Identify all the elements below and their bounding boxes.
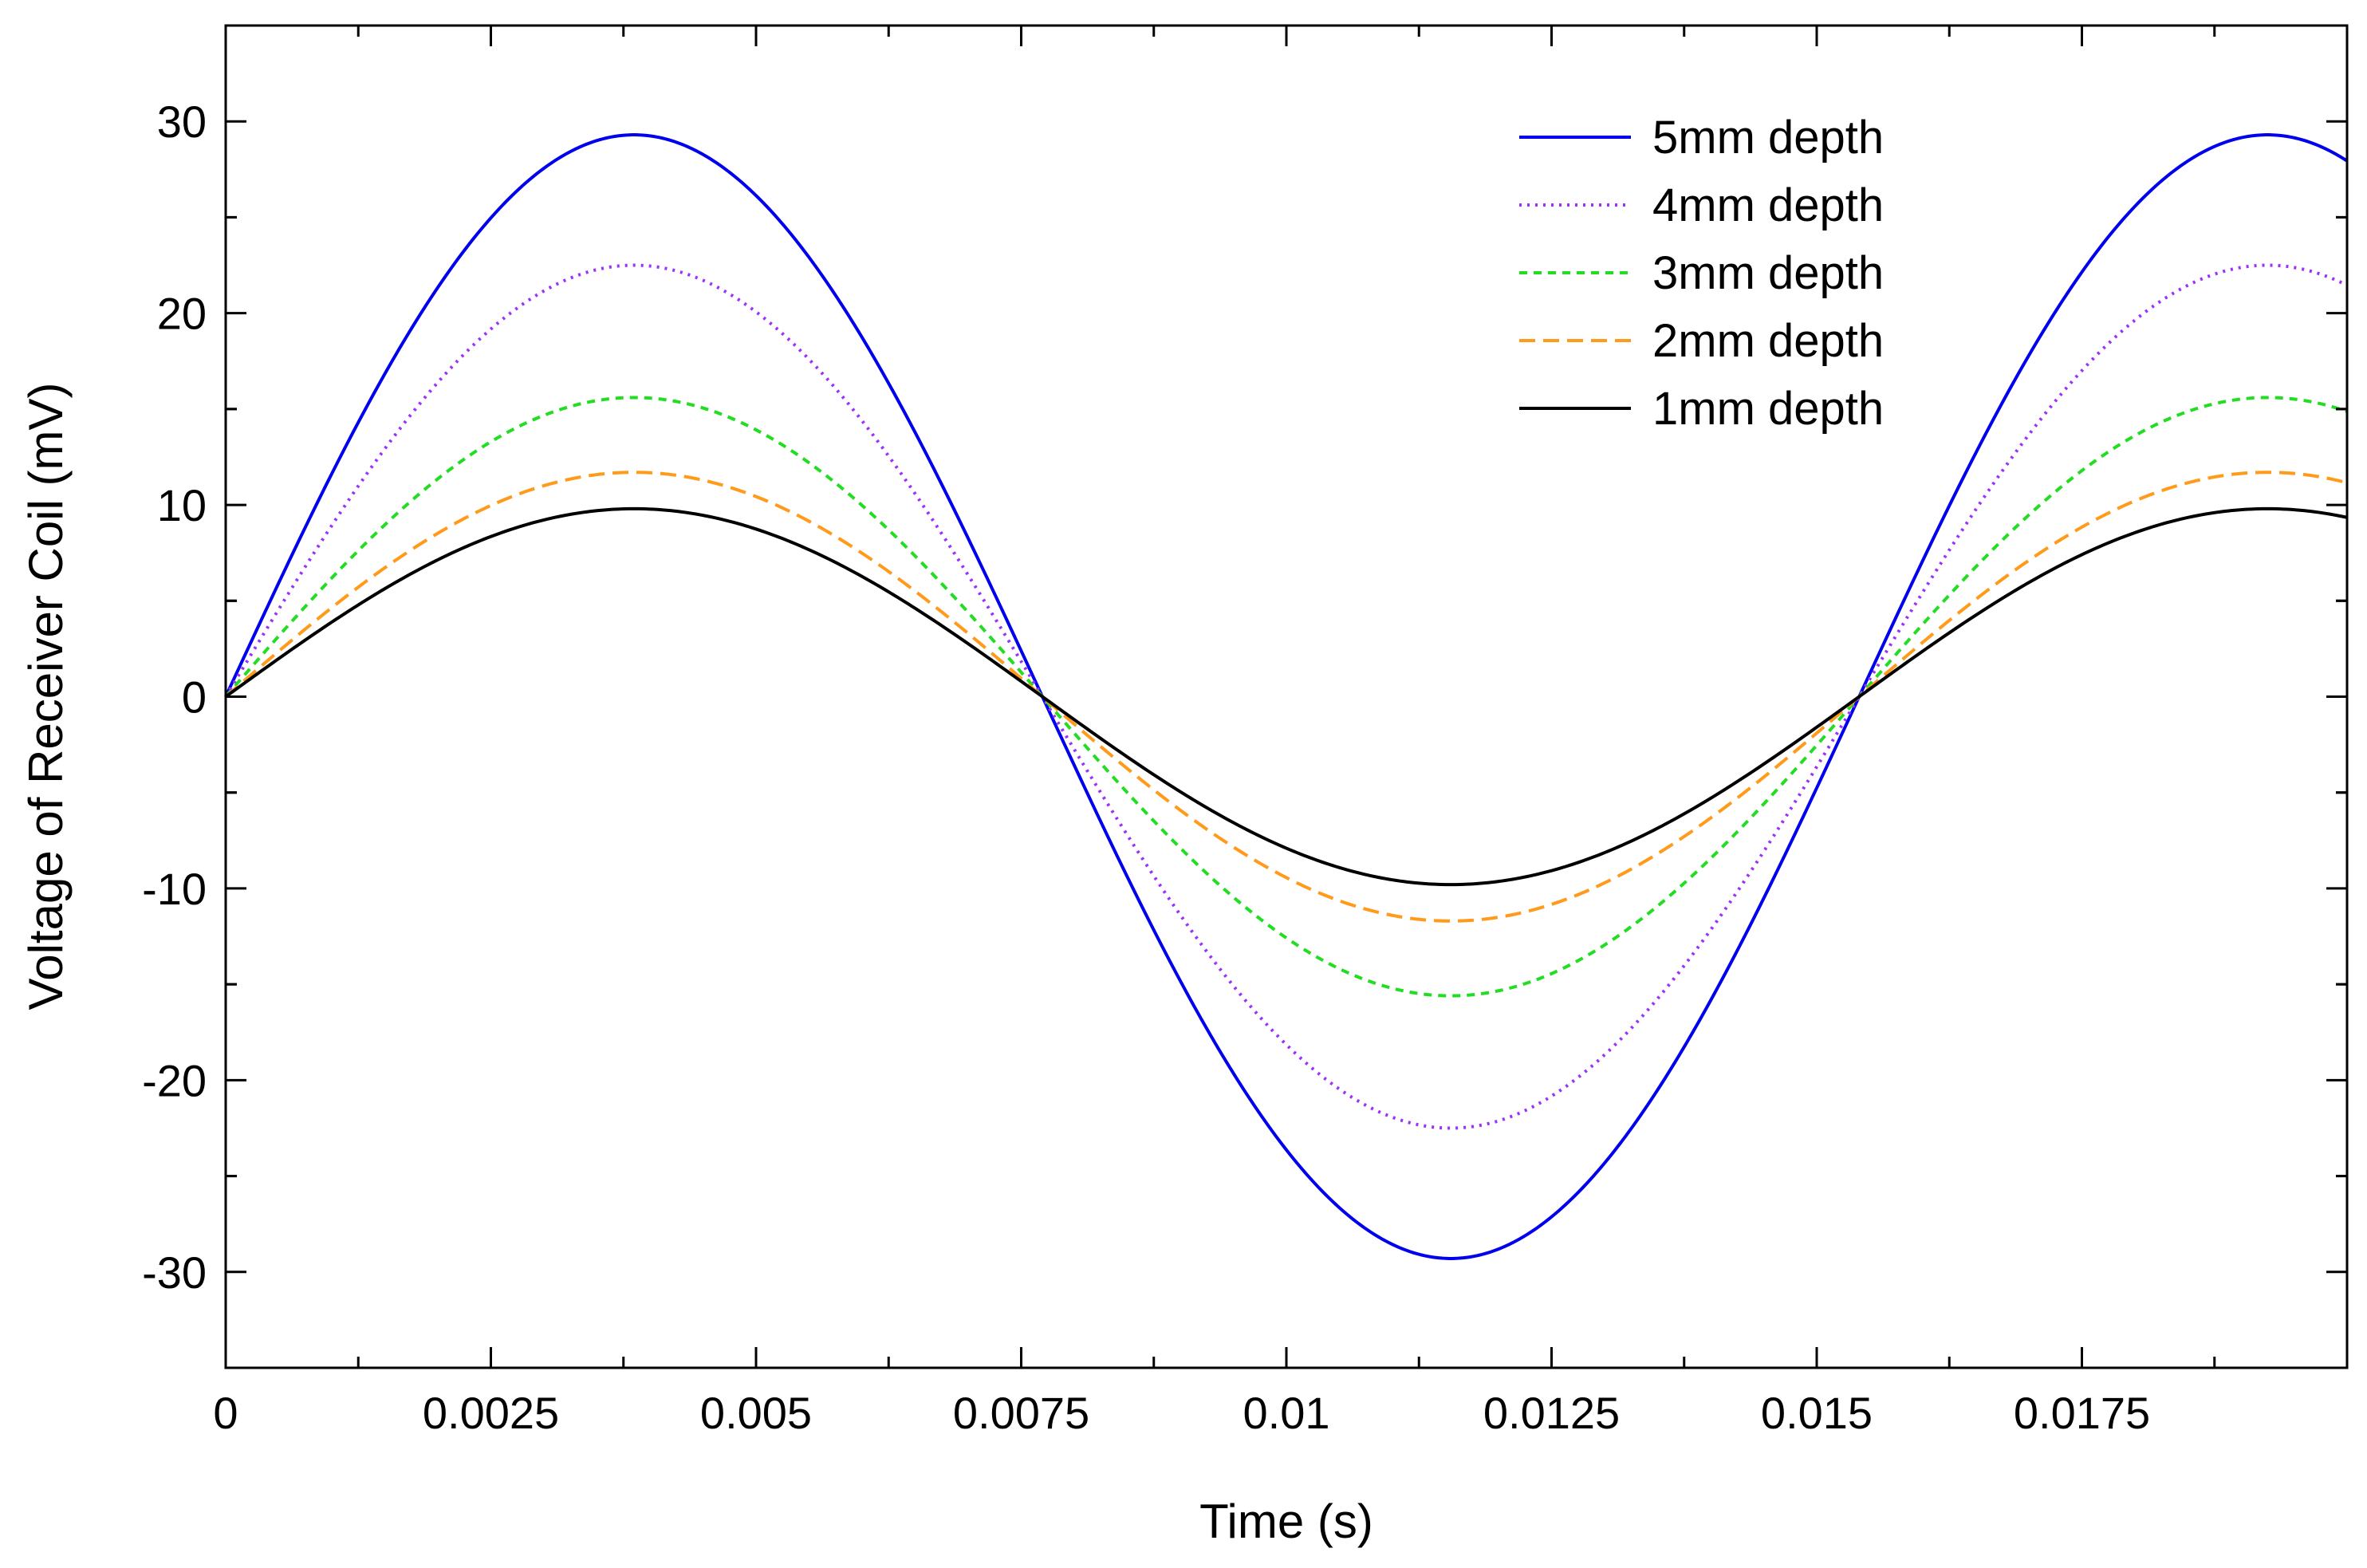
y-tick-label: 30: [157, 97, 207, 147]
x-tick-label: 0.005: [700, 1388, 812, 1438]
series-line-3: [224, 396, 2348, 998]
x-tick-label: 0.0125: [1483, 1388, 1620, 1438]
series-line-2: [224, 263, 2348, 1130]
legend-label-1: 5mm depth: [1652, 112, 1884, 163]
legend-label-5: 1mm depth: [1652, 383, 1884, 435]
y-tick-label: -30: [142, 1247, 207, 1298]
series-layer: [224, 133, 2349, 1260]
x-tick-label: 0.015: [1761, 1388, 1873, 1438]
x-tick-label: 0: [213, 1388, 238, 1438]
legend-label-2: 4mm depth: [1652, 179, 1884, 231]
series-line-4: [224, 471, 2348, 923]
tick-layer: 0 0.0025 0.005 0.0075 0.01 0.0125 0.015 0.0175 3…: [142, 24, 2347, 1438]
series-line-1: [224, 133, 2349, 1260]
y-axis-title: Voltage of Receiver Coil (mV): [19, 383, 73, 1011]
x-tick-label: 0.0075: [953, 1388, 1089, 1438]
series-line-5: [224, 506, 2348, 887]
y-tick-label: 10: [157, 480, 207, 530]
legend: 5mm depth 4mm depth 3mm depth 2mm depth 1mm …: [1519, 112, 1884, 435]
legend-label-4: 2mm depth: [1652, 315, 1884, 367]
y-tick-label: 0: [182, 672, 207, 723]
x-tick-label: 0.0175: [2014, 1388, 2150, 1438]
x-tick-label: 0.01: [1243, 1388, 1330, 1438]
x-tick-label: 0.0025: [423, 1388, 559, 1438]
x-axis-title: Time (s): [1199, 1495, 1373, 1548]
y-tick-label: -10: [142, 864, 207, 914]
y-tick-label: -20: [142, 1055, 207, 1105]
y-tick-label: 20: [157, 289, 207, 339]
legend-label-3: 3mm depth: [1652, 247, 1884, 299]
